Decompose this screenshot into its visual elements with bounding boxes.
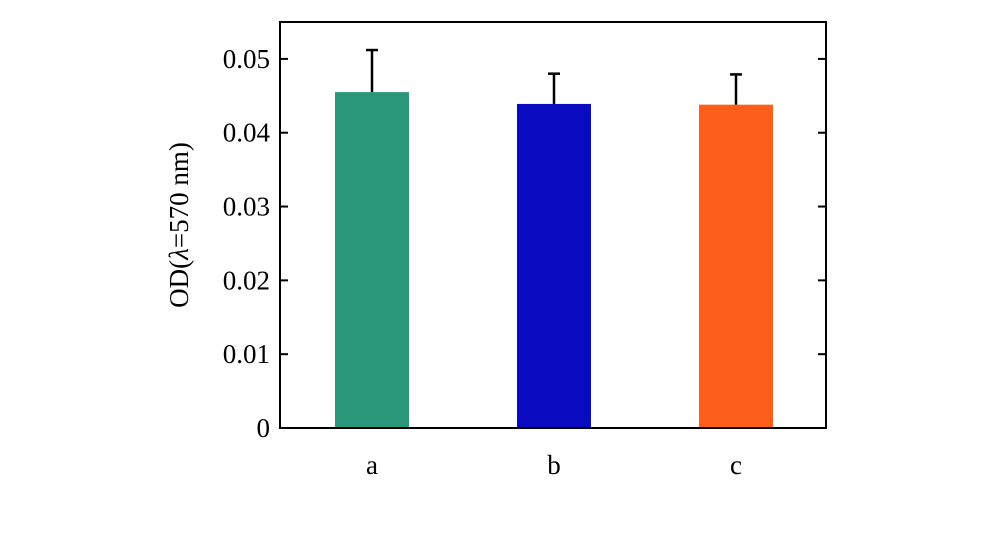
bars-group <box>335 92 773 429</box>
y-tick-label: 0.01 <box>223 339 270 369</box>
plot-frame <box>279 21 827 429</box>
bar-b <box>517 103 591 429</box>
y-tick-label: 0.03 <box>223 192 270 222</box>
y-axis-title: OD(λ=570 nm) <box>164 142 194 308</box>
x-tick-label: c <box>730 450 742 480</box>
y-axis-title-lambda: λ <box>164 248 194 261</box>
y-tick-label: 0.02 <box>223 265 270 295</box>
y-axis-title-suffix: =570 nm) <box>164 142 194 248</box>
y-axis: 0 0.01 0.02 0.03 0.04 0.05 <box>223 44 826 443</box>
x-tick-label: b <box>547 450 561 480</box>
y-tick-label: 0 <box>257 413 271 443</box>
y-axis-title-prefix: OD( <box>164 260 194 308</box>
x-axis: a b c <box>366 450 742 480</box>
bar-c <box>699 104 773 428</box>
y-tick-label: 0.05 <box>223 44 270 74</box>
y-tick-label: 0.04 <box>223 118 271 148</box>
bar-a <box>335 92 409 429</box>
x-tick-label: a <box>366 450 378 480</box>
error-bars-group <box>366 48 742 105</box>
